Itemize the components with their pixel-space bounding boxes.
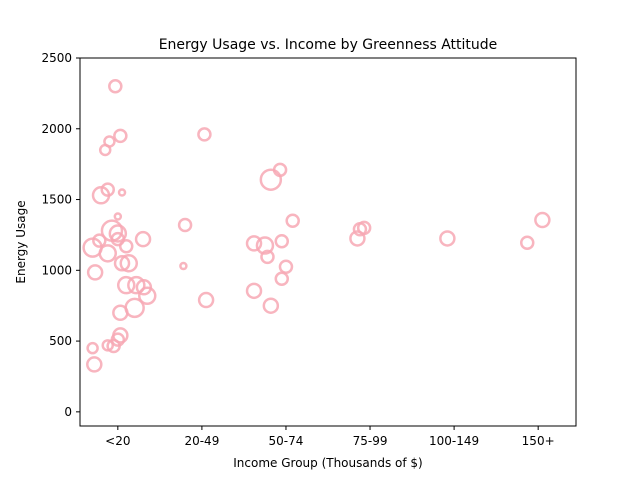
y-tick-label: 1500 <box>41 193 72 207</box>
x-tick-label: 150+ <box>522 434 555 448</box>
data-point <box>259 168 283 191</box>
data-point <box>534 211 551 229</box>
plot-frame <box>79 57 577 427</box>
data-point <box>439 230 456 247</box>
data-point <box>91 186 111 205</box>
x-tick-label: 100-149 <box>429 434 479 448</box>
y-axis-ticks: 0 500 1000 1500 2000 2500 <box>41 51 80 419</box>
data-point <box>86 341 99 355</box>
data-point <box>113 128 128 144</box>
x-tick-label: 20-49 <box>184 434 219 448</box>
data-point <box>519 235 535 250</box>
x-tick-label: 75-99 <box>353 434 388 448</box>
data-point <box>100 182 115 197</box>
data-point <box>245 282 263 300</box>
data-point <box>134 230 152 248</box>
y-tick-label: 500 <box>49 334 72 348</box>
data-point <box>101 339 114 352</box>
y-axis-label: Energy Usage <box>14 200 28 283</box>
data-point <box>255 236 275 255</box>
data-point <box>118 238 134 254</box>
data-point <box>108 224 128 243</box>
data-point <box>179 261 188 271</box>
x-tick-label: 50-74 <box>269 434 304 448</box>
data-point <box>92 233 107 248</box>
data-point <box>349 230 366 247</box>
data-point <box>86 356 103 373</box>
data-point <box>274 234 290 249</box>
data-point <box>119 253 139 273</box>
data-point <box>138 286 157 306</box>
x-tick-label: <20 <box>105 434 130 448</box>
data-point <box>245 235 263 252</box>
x-axis-ticks: <20 20-49 50-74 75-99 100-149 150+ <box>105 426 555 448</box>
data-point <box>86 264 104 281</box>
y-tick-label: 1000 <box>41 263 72 277</box>
data-point <box>117 188 127 197</box>
data-point <box>285 213 300 229</box>
data-point <box>177 217 193 233</box>
y-tick-label: 2500 <box>41 51 72 65</box>
chart-title: Energy Usage vs. Income by Greenness Att… <box>159 37 498 53</box>
data-point <box>197 291 215 309</box>
data-point <box>113 212 123 221</box>
data-point <box>98 244 117 263</box>
data-points <box>82 79 551 373</box>
data-point <box>116 275 136 295</box>
data-point <box>113 254 131 272</box>
data-point <box>106 338 121 354</box>
data-point <box>197 127 212 142</box>
x-axis-label: Income Group (Thousands of $) <box>233 456 422 470</box>
data-point <box>127 275 146 295</box>
data-point <box>110 231 126 247</box>
y-tick-label: 0 <box>64 405 72 419</box>
data-point <box>274 271 290 287</box>
y-tick-label: 2000 <box>41 122 72 136</box>
data-point <box>262 297 280 314</box>
data-point <box>278 259 294 275</box>
data-point <box>260 249 275 265</box>
data-point <box>98 143 112 157</box>
data-point <box>112 304 129 322</box>
data-point <box>108 79 123 94</box>
